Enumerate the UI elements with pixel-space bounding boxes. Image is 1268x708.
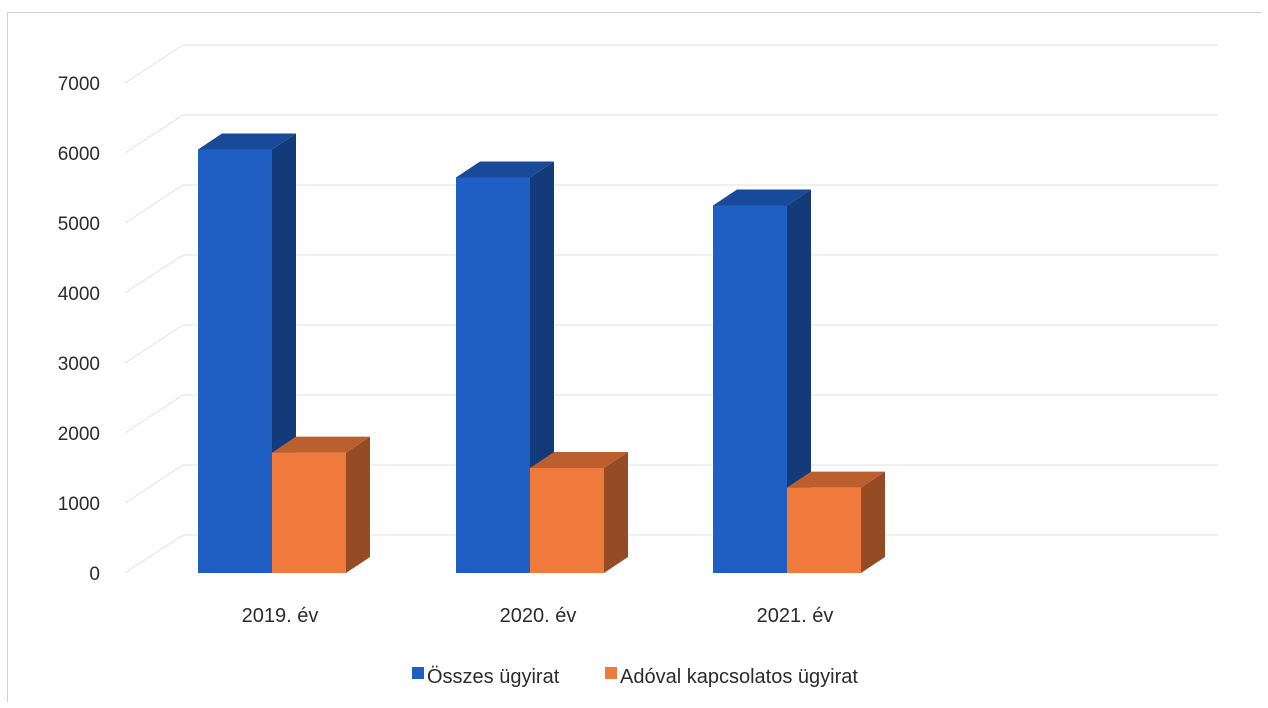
legend-swatch-1: [605, 667, 617, 679]
x-category-label: 2021. év: [757, 605, 834, 627]
gridline-diagonal-2000: [124, 394, 184, 434]
bars: [198, 133, 885, 573]
bar-front-face: [530, 468, 604, 573]
legend-label-1: Adóval kapcsolatos ügyirat: [620, 666, 858, 688]
gridline-diagonal-4000: [124, 254, 184, 294]
gridlines: [124, 44, 1218, 574]
y-tick-label: 2000: [58, 424, 100, 445]
bar-side-face: [861, 471, 885, 573]
x-category-label: 2020. év: [500, 605, 577, 627]
bar-top-face: [198, 133, 296, 150]
bar-side-face: [604, 452, 628, 573]
bar-adoval-2: [787, 471, 885, 573]
bar-front-face: [713, 205, 787, 573]
x-category-label: 2019. év: [242, 605, 319, 627]
y-tick-label: 4000: [58, 284, 100, 305]
gridline-diagonal-0: [124, 534, 184, 574]
bar-top-face: [456, 161, 554, 178]
y-tick-label: 7000: [58, 74, 100, 95]
y-tick-label: 1000: [58, 494, 100, 515]
bar-osszes-2: [713, 189, 811, 573]
bar-top-face: [713, 189, 811, 206]
gridline-diagonal-3000: [124, 324, 184, 364]
gridline-diagonal-6000: [124, 114, 184, 154]
legend-label-0: Összes ügyirat: [427, 666, 560, 688]
gridline-diagonal-1000: [124, 464, 184, 504]
y-axis-tick-labels: 0 1000 2000 3000 4000 5000 6000 7000: [58, 74, 100, 585]
bar-front-face: [272, 452, 346, 573]
y-tick-label: 5000: [58, 214, 100, 235]
y-tick-label: 6000: [58, 144, 100, 165]
bar-adoval-0: [272, 436, 370, 573]
bar-front-face: [456, 177, 530, 573]
gridline-diagonal-7000: [124, 44, 184, 84]
x-axis-category-labels: 2019. év 2020. év 2021. év: [242, 605, 834, 627]
y-tick-label: 3000: [58, 354, 100, 375]
bar-front-face: [198, 149, 272, 573]
gridline-diagonal-5000: [124, 184, 184, 224]
bar-front-face: [787, 487, 861, 573]
legend-swatch-0: [412, 667, 424, 679]
bar-top-face: [272, 436, 370, 453]
y-tick-label: 0: [89, 564, 100, 585]
legend: Összes ügyirat Adóval kapcsolatos ügyirat: [412, 666, 858, 688]
bar-side-face: [346, 436, 370, 573]
bar-adoval-1: [530, 452, 628, 573]
chart-frame: [7, 12, 1261, 702]
bar-top-face: [530, 452, 628, 468]
bar-top-face: [787, 471, 885, 488]
